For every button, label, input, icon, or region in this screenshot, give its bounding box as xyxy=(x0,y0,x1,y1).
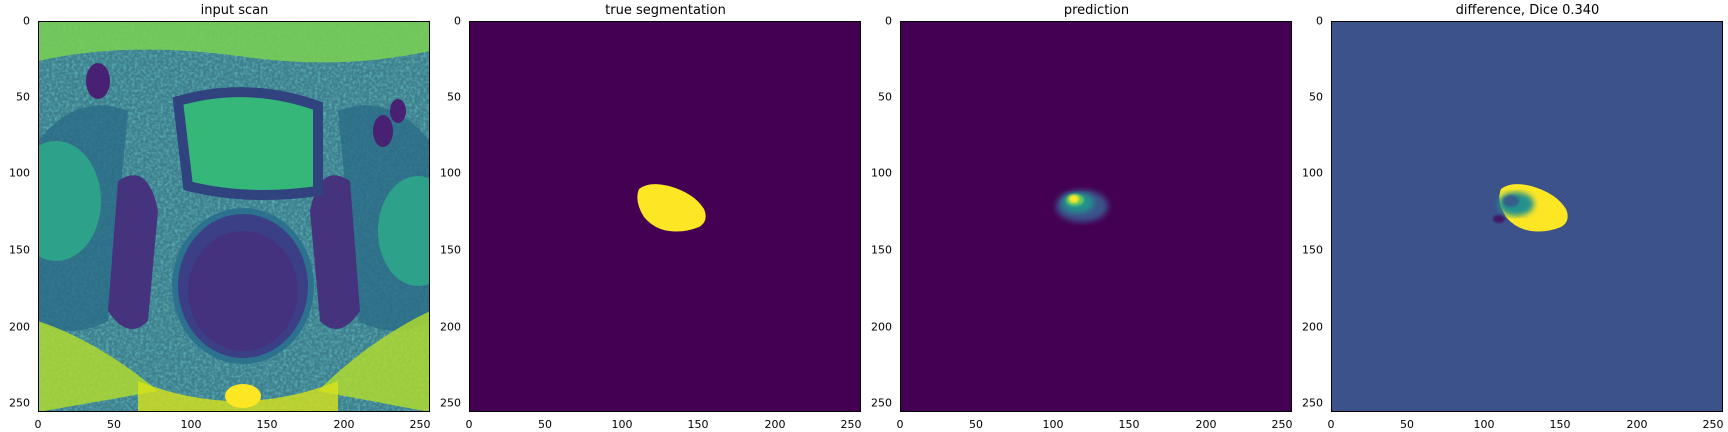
x-tick-label: 150 xyxy=(256,418,278,431)
y-tick-label: 0 xyxy=(1316,14,1323,28)
x-tick-label: 50 xyxy=(538,418,552,431)
panel-title: difference, Dice 0.340 xyxy=(1455,3,1600,18)
y-tick-label: 250 xyxy=(440,396,461,410)
x-tick-label: 0 xyxy=(1327,418,1335,431)
x-tick-label: 50 xyxy=(1400,418,1414,431)
y-tick-label: 0 xyxy=(454,14,461,28)
y-tick-label: 250 xyxy=(871,396,892,410)
y-tick-label: 150 xyxy=(9,243,30,257)
x-tick-label: 0 xyxy=(465,418,473,431)
difference-image xyxy=(1331,21,1723,412)
x-tick-label: 250 xyxy=(1702,418,1724,431)
y-tick-label: 250 xyxy=(1302,396,1323,410)
x-tick-label: 150 xyxy=(687,418,709,431)
y-tick-label: 50 xyxy=(447,90,461,104)
x-tick-label: 150 xyxy=(1549,418,1571,431)
y-tick-label: 100 xyxy=(440,166,461,180)
panel-input-scan: input scan 0 50 100 150 200 250 xyxy=(0,0,432,432)
y-tick-label: 200 xyxy=(9,320,30,334)
y-tick-label: 0 xyxy=(885,14,892,28)
x-tick-label: 200 xyxy=(333,418,355,431)
y-tick-label: 0 xyxy=(23,14,30,28)
x-tick-label: 0 xyxy=(896,418,904,431)
y-tick-label: 150 xyxy=(1302,243,1323,257)
y-tick-label: 200 xyxy=(871,320,892,334)
y-tick-label: 50 xyxy=(1309,90,1323,104)
x-tick-label: 200 xyxy=(764,418,786,431)
panel-title: prediction xyxy=(1063,3,1130,18)
x-tick-label: 50 xyxy=(107,418,121,431)
x-tick-label: 0 xyxy=(34,418,42,431)
prediction-image xyxy=(900,21,1292,412)
x-tick-label: 200 xyxy=(1626,418,1648,431)
x-tick-label: 50 xyxy=(969,418,983,431)
y-tick-label: 50 xyxy=(16,90,30,104)
y-tick-label: 100 xyxy=(871,166,892,180)
panel-title: input scan xyxy=(200,3,269,18)
y-tick-label: 200 xyxy=(1302,320,1323,334)
panel-prediction: prediction 0 50 100 150 200 250 0 50 100… xyxy=(862,0,1294,432)
x-tick-label: 100 xyxy=(180,418,202,431)
x-tick-label: 100 xyxy=(1042,418,1064,431)
y-tick-label: 100 xyxy=(9,166,30,180)
y-tick-label: 150 xyxy=(871,243,892,257)
x-tick-label: 200 xyxy=(1195,418,1217,431)
y-tick-label: 100 xyxy=(1302,166,1323,180)
panel-title: true segmentation xyxy=(605,3,726,18)
y-tick-label: 200 xyxy=(440,320,461,334)
x-tick-label: 250 xyxy=(409,418,431,431)
panel-difference: difference, Dice 0.340 0 50 100 150 200 … xyxy=(1293,0,1725,432)
y-tick-label: 50 xyxy=(878,90,892,104)
y-tick-label: 150 xyxy=(440,243,461,257)
x-tick-label: 250 xyxy=(1271,418,1293,431)
mri-scan-image xyxy=(38,21,430,412)
panel-true-segmentation: true segmentation 0 50 100 150 200 250 0… xyxy=(431,0,863,432)
x-tick-label: 100 xyxy=(611,418,633,431)
x-tick-label: 100 xyxy=(1473,418,1495,431)
y-tick-label: 250 xyxy=(9,396,30,410)
x-tick-label: 150 xyxy=(1118,418,1140,431)
x-tick-label: 250 xyxy=(840,418,862,431)
segmentation-mask-image xyxy=(469,21,861,412)
